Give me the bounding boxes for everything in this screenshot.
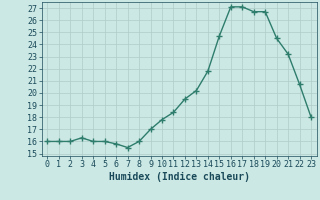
X-axis label: Humidex (Indice chaleur): Humidex (Indice chaleur) (109, 172, 250, 182)
